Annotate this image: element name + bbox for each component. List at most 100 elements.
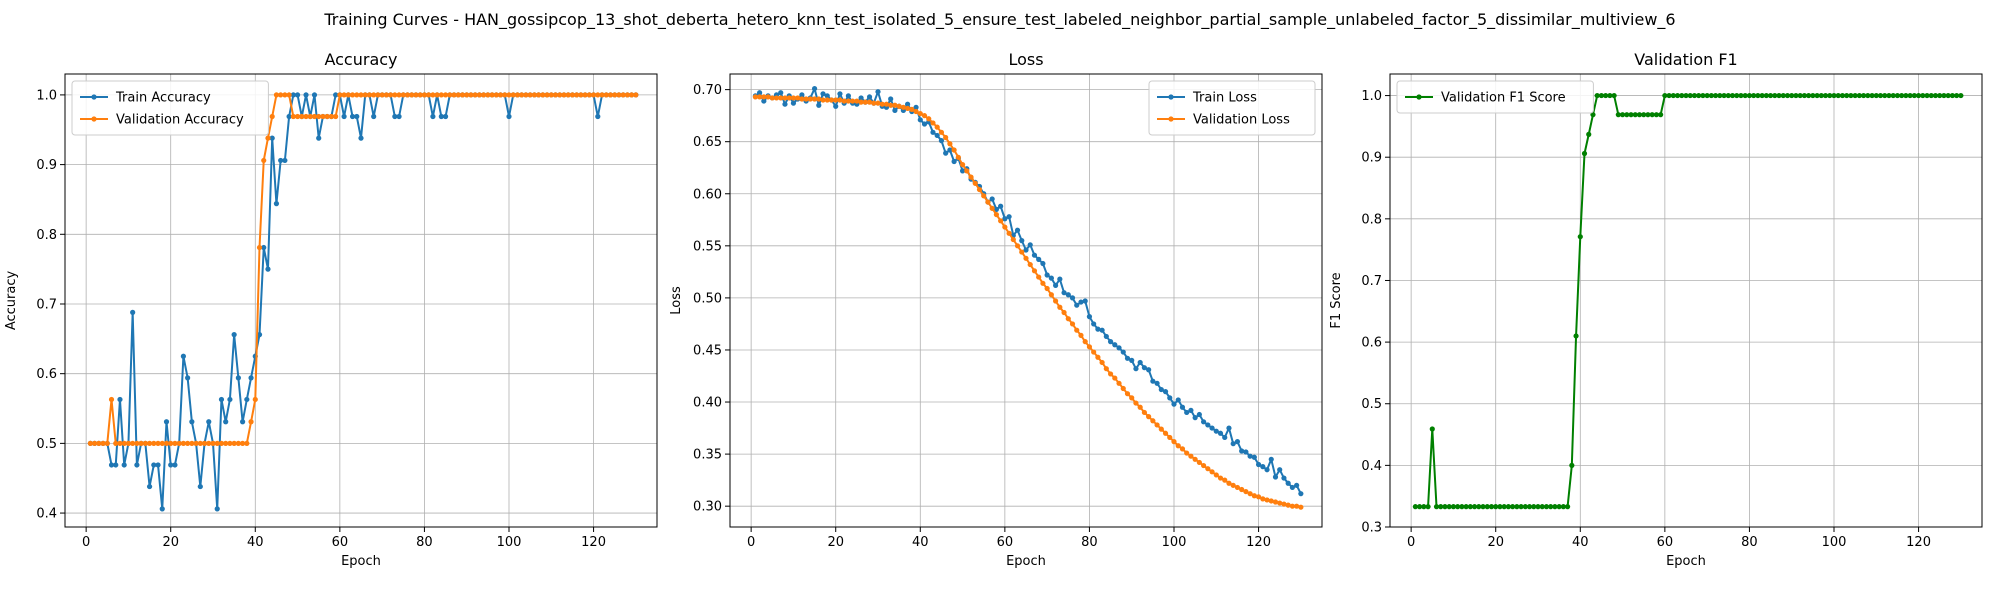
data-point	[883, 101, 890, 107]
data-point	[151, 440, 157, 446]
x-tick-label: 40	[912, 535, 929, 550]
chart-1: 0 20 40 60 80 100 120 0.4 0.5 0.6 0.7 0.8 0.9 1.0 Accu…	[4, 50, 658, 569]
data-point	[1040, 260, 1046, 267]
data-point	[1514, 504, 1520, 510]
data-point	[1632, 112, 1638, 118]
y-tick-label: 0.3	[1361, 521, 1382, 536]
data-point	[1264, 497, 1270, 503]
data-point	[206, 440, 212, 446]
data-point	[858, 99, 864, 105]
data-point	[1124, 355, 1131, 361]
data-point	[383, 92, 389, 98]
data-point	[1107, 371, 1114, 377]
data-point	[1484, 504, 1490, 510]
data-point	[782, 95, 788, 101]
data-point	[1124, 391, 1131, 397]
data-point	[993, 206, 1000, 212]
data-point	[1497, 504, 1503, 510]
x-tick-label: 0	[747, 535, 755, 550]
data-point	[409, 92, 415, 98]
data-point	[146, 483, 153, 490]
data-point	[752, 94, 758, 100]
data-point	[468, 92, 474, 98]
data-point	[1480, 504, 1486, 510]
data-point	[1006, 230, 1012, 236]
grid-lines	[1390, 74, 1982, 528]
data-point	[1759, 92, 1765, 99]
legend-swatch-marker	[1416, 94, 1422, 100]
data-point	[1053, 282, 1059, 288]
data-point	[757, 90, 763, 96]
charts-area: 0 20 40 60 80 100 120 0.4 0.5 0.6 0.7 0.8 0.9 1.0 Accu…	[4, 50, 1983, 569]
data-point	[1154, 422, 1160, 428]
data-point	[1230, 441, 1236, 447]
data-point	[311, 113, 318, 120]
data-point	[1856, 92, 1862, 99]
x-tick-label: 100	[1822, 535, 1847, 550]
chart-title: Loss	[1008, 50, 1043, 69]
data-point	[544, 92, 550, 98]
data-point	[172, 462, 178, 468]
data-point	[248, 419, 254, 425]
data-point	[294, 92, 301, 98]
data-point	[189, 419, 195, 425]
legend-box	[1396, 80, 1594, 114]
data-point	[1040, 280, 1046, 286]
data-point	[1196, 459, 1202, 466]
data-point	[1213, 428, 1219, 434]
data-point	[1175, 397, 1181, 403]
data-point	[337, 92, 343, 98]
data-point	[1251, 493, 1257, 499]
data-point	[862, 99, 868, 105]
data-point	[1074, 302, 1080, 308]
data-point	[921, 113, 928, 119]
data-point	[1683, 92, 1689, 99]
data-point	[1738, 92, 1744, 99]
data-point	[1006, 214, 1012, 220]
data-point	[888, 102, 894, 108]
data-point	[278, 157, 284, 164]
data-point	[1789, 92, 1795, 99]
data-point	[104, 440, 110, 446]
data-point	[265, 135, 271, 141]
x-tick-label: 60	[1657, 535, 1674, 550]
data-point	[1696, 92, 1702, 99]
data-point	[1624, 112, 1630, 118]
data-point	[913, 108, 919, 115]
data-point	[875, 89, 881, 95]
data-point	[858, 95, 864, 101]
data-point	[595, 113, 601, 120]
data-point	[943, 134, 949, 141]
data-point	[1590, 112, 1596, 118]
data-point	[1095, 326, 1101, 332]
x-tick-label: 100	[497, 535, 522, 550]
data-point	[934, 124, 940, 130]
data-point	[303, 113, 309, 120]
data-point	[1691, 92, 1698, 99]
data-point	[1882, 92, 1888, 99]
data-point	[248, 375, 254, 381]
chart-title: Validation F1	[1634, 50, 1737, 69]
data-point	[176, 440, 182, 446]
data-point	[917, 110, 923, 117]
x-tick-label: 80	[416, 535, 433, 550]
data-point	[1048, 275, 1054, 281]
data-point	[1158, 426, 1164, 432]
data-point	[799, 92, 805, 98]
data-point	[1023, 247, 1029, 253]
data-point	[388, 92, 394, 98]
data-point	[1560, 504, 1566, 510]
data-point	[773, 95, 780, 101]
data-point	[316, 113, 322, 120]
data-point	[612, 92, 618, 98]
data-point	[871, 100, 877, 106]
data-point	[1417, 504, 1423, 510]
data-point	[172, 440, 178, 446]
data-point	[333, 113, 339, 120]
data-point	[1057, 304, 1063, 310]
data-point	[951, 158, 957, 165]
x-tick-label: 120	[1246, 535, 1271, 550]
data-point	[100, 440, 106, 446]
data-point	[1911, 92, 1917, 99]
data-point	[358, 92, 364, 98]
